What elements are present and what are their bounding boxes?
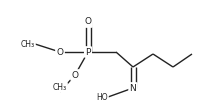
Text: HO: HO xyxy=(96,93,108,101)
Text: P: P xyxy=(85,48,91,56)
Text: CH₃: CH₃ xyxy=(21,39,35,49)
Text: O: O xyxy=(56,48,63,56)
Text: O: O xyxy=(71,71,79,79)
Text: N: N xyxy=(130,83,136,93)
Text: CH₃: CH₃ xyxy=(53,83,67,92)
Text: O: O xyxy=(84,18,92,26)
